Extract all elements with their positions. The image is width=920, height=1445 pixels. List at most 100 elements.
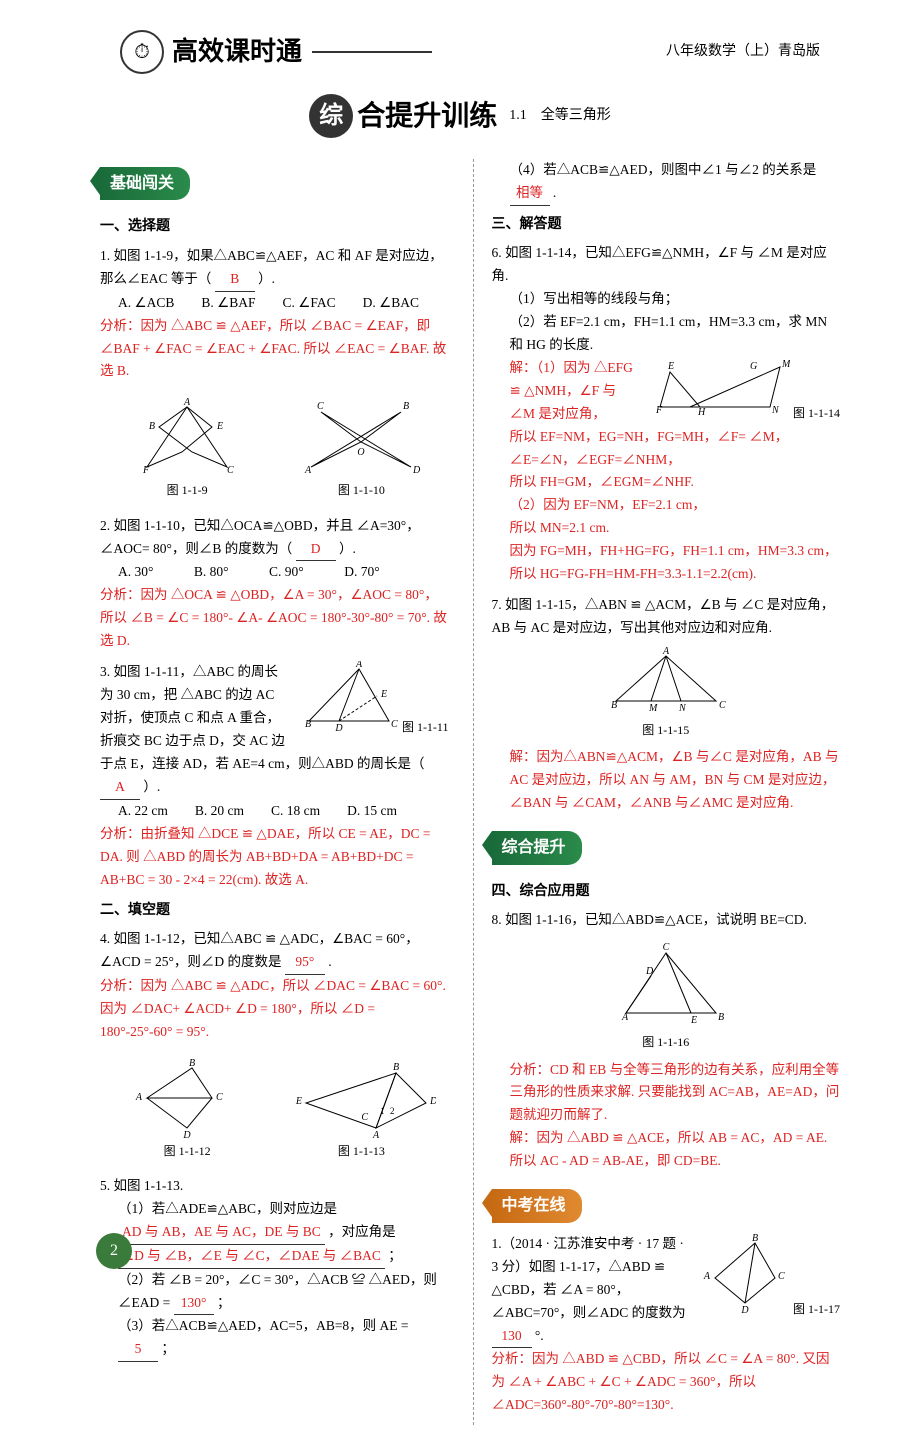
svg-text:E: E [216,421,223,432]
p5s3a: （3）若△ACB≌△AED，AC=5，AB=8，则 AE = [118,1318,409,1333]
page-header: ⏱ 高效课时通 八年级数学（上）青岛版 [0,0,920,74]
figure-1-1-11: A E B D C 图 1-1-11 [299,661,449,737]
svg-text:B: B [189,1058,195,1069]
right-column: （4）若△ACB≌△AED，则图中∠1 与∠2 的关系是 相等 . 三、解答题 … [473,159,841,1426]
p6-sol2: 所以 EF=NM，EG=NH，FG=MH，∠F= ∠M，∠E=∠N，∠EGF=∠… [510,426,841,472]
brand-line [312,51,432,53]
p6-sol3: 所以 FH=GM，∠EGM=∠NHF. [510,471,841,494]
svg-text:C: C [362,1112,369,1123]
p6-sol4: （2）因为 EF=NM，EF=2.1 cm， [510,494,841,517]
figure-1-1-17: A B C D 图 1-1-17 [700,1233,840,1319]
svg-text:N: N [678,703,687,714]
problem-3: A E B D C 图 1-1-11 3. 如图 1-1-11，△ABC 的周长… [100,661,449,891]
p5s1a: （1）若△ADE≌△ABC，则对应边是 [118,1201,337,1216]
exam1-answer: 130 [492,1325,532,1349]
figure-row-1: A B E F C 图 1-1-9 O C B A [100,391,449,506]
p3-analysis: 分析：由折叠知 △DCE ≌ △DAE，所以 CE = AE，DC = DA. … [100,823,449,892]
svg-text:2: 2 [390,1106,395,1116]
svg-text:D: D [740,1305,749,1313]
figure-1-1-12: A B C D 图 1-1-12 [100,1058,274,1161]
svg-text:C: C [719,700,726,711]
svg-text:E: E [380,689,387,700]
fig16-label: 图 1-1-16 [642,1035,689,1049]
figure-1-1-16: C D A E B 图 1-1-16 [492,938,841,1052]
svg-text:C: C [317,401,324,412]
heading-choice: 一、选择题 [100,216,449,238]
exam-problem-1: A B C D 图 1-1-17 1.（2014 · 江苏淮安中考 · 17 题… [492,1233,841,1418]
p2-tail: ）. [339,541,356,556]
fig11-label: 图 1-1-11 [402,720,449,734]
p5s2ans: 130° [174,1292,214,1316]
problem-6: 6. 如图 1-1-14，已知△EFG≌△NMH，∠F 与 ∠M 是对应角. （… [492,242,841,586]
p2-opts: A. 30° B. 80° C. 90° D. 70° [100,561,449,584]
svg-text:D: D [429,1096,436,1107]
fig17-label: 图 1-1-17 [793,1302,840,1316]
p4-tail: . [328,954,331,969]
svg-text:A: A [355,661,363,670]
svg-text:C: C [662,942,669,953]
problem-7: 7. 如图 1-1-15，△ABN ≌ △ACM，∠B 与 ∠C 是对应角，AB… [492,594,841,815]
p5s3b: ； [161,1341,175,1356]
p7-sol: 解：因为△ABN≌△ACM，∠B 与∠C 是对应角，AB 与 AC 是对应边，所… [492,746,841,815]
p5s4a: （4）若△ACB≌△AED，则图中∠1 与∠2 的关系是 [510,162,817,177]
svg-text:F: F [655,405,663,416]
svg-text:E: E [690,1015,697,1026]
p8-sol: 解：因为 △ABD ≌ △ACE，所以 AB = AC，AD = AE. 所以 … [492,1127,841,1173]
svg-text:E: E [295,1096,302,1107]
p5s1b: ，对应角是 [328,1224,396,1239]
heading-solve: 三、解答题 [492,214,841,236]
main-title: 合提升训练 [357,94,497,139]
main-title-row: 综 合提升训练 1.1 全等三角形 [0,94,920,139]
p2-analysis: 分析：因为 △OCA ≌ △OBD，∠A = 30°，∠AOC = 80°，所以… [100,584,449,653]
svg-text:N: N [771,405,780,416]
fig14-label: 图 1-1-14 [793,406,840,420]
svg-text:B: B [393,1062,399,1073]
svg-text:D: D [645,966,654,977]
svg-text:C: C [227,465,234,476]
p4-answer: 95° [285,951,325,975]
svg-text:C: C [216,1092,223,1103]
section-basic: 基础闯关 [100,167,190,201]
p6-sol7: 所以 HG=FG-FH=HM-FH=3.3-1.1=2.2(cm). [510,563,841,586]
svg-text:B: B [611,700,617,711]
p5s2b: ； [217,1295,231,1310]
svg-text:E: E [667,361,674,372]
brand-title: 高效课时通 [172,31,302,73]
fig15-label: 图 1-1-15 [642,723,689,737]
svg-text:C: C [778,1271,785,1282]
p1-opts: A. ∠ACB B. ∠BAF C. ∠FAC D. ∠BAC [100,292,449,315]
svg-text:A: A [372,1130,380,1138]
p8-analysis: 分析：CD 和 EB 与全等三角形的边有关系，应利用全等三角形的性质来求解. 只… [492,1059,841,1128]
figure-1-1-9: A B E F C 图 1-1-9 [100,397,274,500]
svg-text:D: D [183,1130,192,1138]
p6-sol6: 因为 FG=MH，FH+HG=FG，FH=1.1 cm，HM=3.3 cm， [510,540,841,563]
fig12-label: 图 1-1-12 [164,1144,211,1158]
p6-sol5: 所以 MN=2.1 cm. [510,517,841,540]
svg-text:B: B [752,1233,758,1244]
p6-s1: （1）写出相等的线段与角； [492,288,841,311]
p5s1ans: AD 与 AB，AE 与 AC，DE 与 BC [118,1221,325,1245]
p1-answer: B [215,268,255,292]
problem-1: 1. 如图 1-1-9，如果△ABC≌△AEF，AC 和 AF 是对应边，那么∠… [100,245,449,384]
figure-1-1-15: A B M N C 图 1-1-15 [492,646,841,740]
p5s1ans2: ∠D 与 ∠B，∠E 与 ∠C，∠DAE 与 ∠BAC [118,1245,385,1269]
svg-text:A: A [703,1271,711,1282]
p2-text: 2. 如图 1-1-10，已知△OCA≌△OBD，并且 ∠A=30°，∠AOC=… [100,518,420,556]
fig10-label: 图 1-1-10 [338,483,385,497]
content-columns: 基础闯关 一、选择题 1. 如图 1-1-9，如果△ABC≌△AEF，AC 和 … [0,159,920,1445]
svg-text:O: O [358,447,365,458]
figure-1-1-13: B E C A D 1 2 图 1-1-13 [274,1058,448,1161]
title-badge: 综 [309,94,353,138]
left-column: 基础闯关 一、选择题 1. 如图 1-1-9，如果△ABC≌△AEF，AC 和 … [100,159,449,1426]
p3-answer: A [100,776,140,800]
svg-text:A: A [135,1092,143,1103]
svg-text:1: 1 [380,1106,385,1116]
p4-text: 4. 如图 1-1-12，已知△ABC ≌ △ADC，∠BAC = 60°，∠A… [100,931,419,969]
svg-text:H: H [697,407,706,417]
p1-analysis: 分析：因为 △ABC ≌ △AEF，所以 ∠BAC = ∠EAF，即 ∠BAF … [100,315,449,384]
svg-text:A: A [304,465,312,476]
svg-text:B: B [403,401,409,412]
p4-analysis: 分析：因为 △ABC ≌ △ADC，所以 ∠DAC = ∠BAC = 60°. … [100,975,449,1044]
p3-tail: ）. [143,779,160,794]
svg-text:A: A [183,397,191,408]
